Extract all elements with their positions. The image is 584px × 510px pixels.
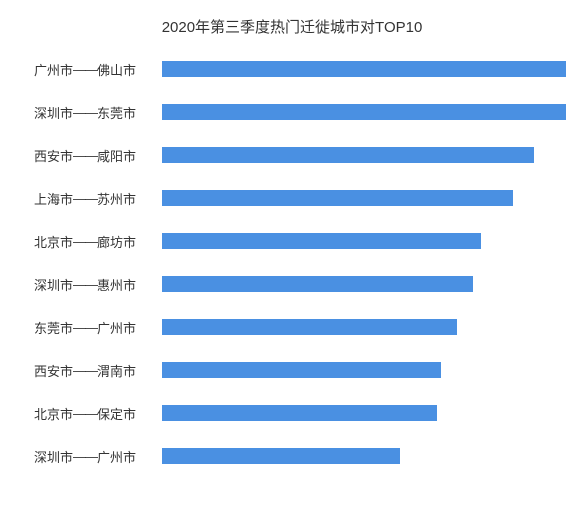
- bar: [162, 147, 534, 163]
- chart-title: 2020年第三季度热门迁徙城市对TOP10: [0, 0, 584, 45]
- label-to: 惠州市: [97, 275, 136, 294]
- bar-track: [162, 190, 566, 206]
- bar-track: [162, 233, 566, 249]
- y-axis-label: 上海市——苏州市: [34, 187, 162, 209]
- label-from: 深圳市: [34, 447, 73, 466]
- label-to: 佛山市: [97, 60, 136, 79]
- y-axis-label: 西安市——渭南市: [34, 359, 162, 381]
- label-to: 廊坊市: [97, 232, 136, 251]
- bar-row: 东莞市——广州市: [34, 316, 566, 338]
- bar-row: 北京市——保定市: [34, 402, 566, 424]
- label-to: 东莞市: [97, 103, 136, 122]
- label-from: 广州市: [34, 60, 73, 79]
- bar: [162, 233, 481, 249]
- label-to: 咸阳市: [97, 146, 136, 165]
- bar-track: [162, 362, 566, 378]
- bar-row: 深圳市——东莞市: [34, 101, 566, 123]
- label-to: 广州市: [97, 318, 136, 337]
- label-to: 渭南市: [97, 361, 136, 380]
- bar: [162, 104, 566, 120]
- label-separator: ——: [73, 62, 97, 77]
- label-separator: ——: [73, 449, 97, 464]
- bar-track: [162, 104, 566, 120]
- label-separator: ——: [73, 363, 97, 378]
- label-to: 保定市: [97, 404, 136, 423]
- label-separator: ——: [73, 277, 97, 292]
- y-axis-label: 东莞市——广州市: [34, 316, 162, 338]
- label-from: 西安市: [34, 361, 73, 380]
- y-axis-label: 西安市——咸阳市: [34, 144, 162, 166]
- y-axis-label: 广州市——佛山市: [34, 58, 162, 80]
- label-separator: ——: [73, 234, 97, 249]
- label-separator: ——: [73, 148, 97, 163]
- bar: [162, 448, 400, 464]
- bar-row: 深圳市——广州市: [34, 445, 566, 467]
- bar-row: 西安市——渭南市: [34, 359, 566, 381]
- bar-row: 深圳市——惠州市: [34, 273, 566, 295]
- bar-row: 西安市——咸阳市: [34, 144, 566, 166]
- bar-track: [162, 319, 566, 335]
- bar: [162, 362, 441, 378]
- label-from: 上海市: [34, 189, 73, 208]
- bar-track: [162, 276, 566, 292]
- y-axis-label: 北京市——保定市: [34, 402, 162, 424]
- label-from: 深圳市: [34, 275, 73, 294]
- label-from: 东莞市: [34, 318, 73, 337]
- bar: [162, 319, 457, 335]
- bar: [162, 276, 473, 292]
- label-separator: ——: [73, 406, 97, 421]
- label-from: 西安市: [34, 146, 73, 165]
- bar: [162, 405, 437, 421]
- label-separator: ——: [73, 320, 97, 335]
- bar-track: [162, 448, 566, 464]
- label-from: 深圳市: [34, 103, 73, 122]
- bar: [162, 61, 566, 77]
- plot-area: 广州市——佛山市深圳市——东莞市西安市——咸阳市上海市——苏州市北京市——廊坊市…: [34, 58, 566, 484]
- bar-row: 上海市——苏州市: [34, 187, 566, 209]
- bar-row: 广州市——佛山市: [34, 58, 566, 80]
- label-to: 苏州市: [97, 189, 136, 208]
- y-axis-label: 深圳市——惠州市: [34, 273, 162, 295]
- bar: [162, 190, 513, 206]
- label-from: 北京市: [34, 232, 73, 251]
- y-axis-label: 深圳市——东莞市: [34, 101, 162, 123]
- chart-container: 2020年第三季度热门迁徙城市对TOP10 广州市——佛山市深圳市——东莞市西安…: [0, 0, 584, 510]
- y-axis-label: 深圳市——广州市: [34, 445, 162, 467]
- label-separator: ——: [73, 105, 97, 120]
- bar-track: [162, 405, 566, 421]
- bar-track: [162, 147, 566, 163]
- label-from: 北京市: [34, 404, 73, 423]
- label-to: 广州市: [97, 447, 136, 466]
- y-axis-label: 北京市——廊坊市: [34, 230, 162, 252]
- label-separator: ——: [73, 191, 97, 206]
- bar-row: 北京市——廊坊市: [34, 230, 566, 252]
- bar-track: [162, 61, 566, 77]
